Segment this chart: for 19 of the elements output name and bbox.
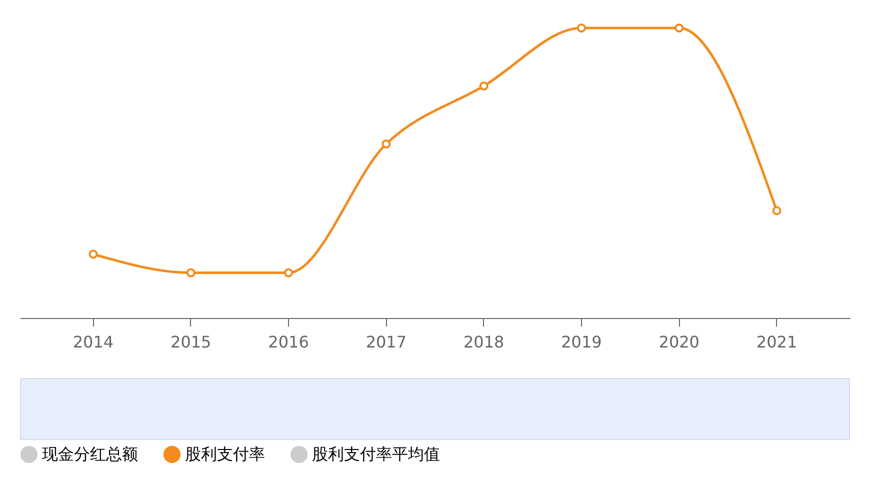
point <box>88 250 98 259</box>
x-tick-label: 2021 <box>756 332 798 352</box>
x-tick-label: 2014 <box>72 332 114 352</box>
point <box>382 139 391 149</box>
x-tick-label: 2017 <box>366 332 407 352</box>
x-tick-label: 2015 <box>170 332 212 352</box>
x-tick-label: 2016 <box>268 332 309 352</box>
point <box>186 268 196 278</box>
point <box>576 23 586 33</box>
legend-label: 现金分红总额 <box>42 444 138 464</box>
x-tick-label: 2018 <box>463 332 504 352</box>
legend-label: 股利支付率 <box>185 444 265 464</box>
x-tick-label: 2019 <box>561 332 602 352</box>
point <box>479 81 488 91</box>
point <box>772 206 782 216</box>
x-tick-label: 2020 <box>658 332 700 352</box>
legend-label: 股利支付率平均值 <box>312 444 440 464</box>
point <box>674 23 684 33</box>
point <box>284 268 294 278</box>
